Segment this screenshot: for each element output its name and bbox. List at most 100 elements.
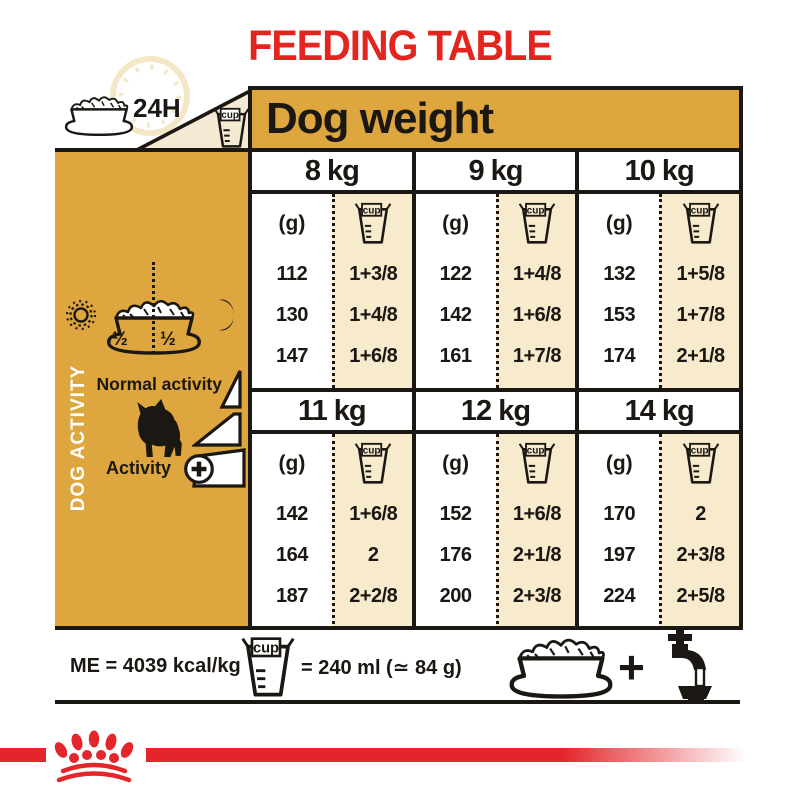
- svg-text:cup: cup: [690, 205, 708, 216]
- cups-value: 1+7/8: [676, 304, 726, 326]
- measuring-cup-icon: cup: [518, 202, 556, 244]
- half-ration-label: ½: [112, 329, 128, 350]
- weight-column: 11 kg (g) 142 164 187 cup 1+6/8 2 2+2/8: [252, 392, 416, 630]
- divider-line: [55, 700, 740, 704]
- cup-equivalence-label: = 240 ml (≃ 84 g): [301, 657, 462, 679]
- column-body: (g) 170 197 224 cup 2 2+3/8 2+5/8: [579, 434, 740, 630]
- grams-value: 170: [603, 503, 636, 525]
- cup-unit-header: cup: [682, 434, 720, 494]
- grams-unit-label: (g): [278, 452, 306, 475]
- cups-value: 2+5/8: [676, 585, 726, 607]
- cup-unit-header: cup: [682, 194, 720, 254]
- weight-column: 9 kg (g) 122 142 161 cup 1+4/8 1+6/8 1+7/8: [415, 152, 580, 388]
- dog-weight-label: Dog weight: [266, 94, 494, 143]
- measuring-cup-icon: cup: [682, 202, 719, 244]
- clock-icon: [110, 56, 190, 136]
- food-bowl-icon: [500, 638, 622, 700]
- grams-unit-label: (g): [442, 212, 469, 235]
- grams-value: 122: [439, 263, 472, 285]
- sun-icon: [65, 299, 97, 331]
- cups-subcolumn: cup 1+6/8 2 2+2/8: [331, 434, 412, 630]
- cups-subcolumn: cup 1+4/8 1+6/8 1+7/8: [495, 194, 576, 388]
- cups-value: 1+6/8: [512, 503, 562, 525]
- grams-unit-header: (g): [279, 194, 306, 254]
- svg-text:cup: cup: [527, 445, 545, 456]
- measuring-cup-icon: cup: [354, 442, 392, 484]
- normal-activity-label: Normal activity: [96, 374, 222, 394]
- cups-value: 1+6/8: [349, 503, 398, 525]
- measuring-cup-icon: cup: [354, 202, 392, 244]
- metabolizable-energy-label: ME = 4039 kcal/kg: [70, 655, 241, 677]
- plus-sign: +: [618, 641, 645, 693]
- weight-column: 8 kg (g) 112 130 147 cup 1+3/8 1+4/8 1+6/8: [252, 152, 416, 388]
- weight-section-bottom: 11 kg (g) 142 164 187 cup 1+6/8 2 2+2/8 12 kg (g…: [252, 392, 740, 630]
- weight-header: 8 kg: [252, 152, 412, 194]
- grams-unit-header: (g): [279, 434, 306, 494]
- cups-value: 2+1/8: [676, 345, 726, 367]
- grams-unit-header: (g): [606, 434, 633, 494]
- weight-header: 12 kg: [415, 392, 576, 434]
- cups-value: 1+5/8: [676, 263, 726, 285]
- grams-value: 200: [439, 585, 472, 607]
- food-bowl-icon: [64, 96, 134, 137]
- measuring-cup-icon: cup: [213, 107, 250, 148]
- moon-icon: [219, 299, 235, 331]
- svg-text:cup: cup: [690, 445, 708, 456]
- cup-unit-header: cup: [354, 434, 392, 494]
- svg-text:cup: cup: [363, 445, 381, 456]
- brand-stripe: [146, 748, 758, 762]
- weight-column: 14 kg (g) 170 197 224 cup 2 2+3/8 2+5/8: [579, 392, 740, 630]
- cups-value: 1+3/8: [349, 263, 398, 285]
- grams-subcolumn: (g) 132 153 174: [579, 194, 659, 388]
- feeding-table-grid: 8 kg (g) 112 130 147 cup 1+3/8 1+4/8 1+6/8 9 kg…: [248, 152, 743, 630]
- divider-line: [55, 626, 743, 630]
- cups-value: 1+6/8: [512, 304, 562, 326]
- daily-ration-label: 24H: [133, 93, 181, 123]
- divider-line: [55, 148, 252, 152]
- grams-value: 132: [603, 263, 636, 285]
- grams-unit-label: (g): [442, 452, 469, 475]
- half-split-dotted-line: [152, 262, 155, 354]
- svg-text:cup: cup: [253, 641, 279, 657]
- svg-text:cup: cup: [221, 110, 239, 121]
- faucet-icon: [668, 630, 712, 702]
- svg-text:cup: cup: [363, 205, 381, 216]
- cups-value: 1+7/8: [512, 345, 562, 367]
- cups-value: 2+3/8: [676, 544, 726, 566]
- cups-value: 2+2/8: [349, 585, 398, 607]
- grams-value: 164: [275, 544, 308, 566]
- cup-unit-header: cup: [518, 434, 556, 494]
- dog-activity-sidebar: [55, 152, 248, 630]
- measuring-cup-icon: cup: [518, 442, 556, 484]
- cups-value: 1+4/8: [512, 263, 562, 285]
- grams-value: 142: [439, 304, 472, 326]
- grams-value: 142: [275, 503, 308, 525]
- cups-value: 2: [695, 503, 706, 525]
- grams-value: 187: [275, 585, 308, 607]
- grams-value: 197: [603, 544, 636, 566]
- grams-value: 147: [275, 345, 308, 367]
- column-body: (g) 112 130 147 cup 1+3/8 1+4/8 1+6/8: [252, 194, 412, 388]
- paw-crown-logo: [54, 730, 134, 783]
- page-title: FEEDING TABLE: [248, 22, 553, 70]
- cups-value: 1+6/8: [349, 345, 398, 367]
- column-body: (g) 142 164 187 cup 1+6/8 2 2+2/8: [252, 434, 412, 630]
- grams-unit-label: (g): [605, 212, 633, 235]
- svg-text:cup: cup: [527, 205, 545, 216]
- grams-value: 152: [439, 503, 472, 525]
- measuring-cup-icon: cup: [682, 442, 719, 484]
- weight-header: 10 kg: [579, 152, 740, 194]
- cups-value: 1+4/8: [349, 304, 398, 326]
- cups-value: 2: [367, 544, 379, 566]
- cups-value: 2+3/8: [512, 585, 562, 607]
- grams-unit-header: (g): [442, 194, 469, 254]
- grams-subcolumn: (g) 122 142 161: [416, 194, 496, 388]
- grams-subcolumn: (g) 152 176 200: [416, 434, 496, 630]
- grams-value: 161: [439, 345, 472, 367]
- brand-stripe: [0, 748, 46, 762]
- cups-subcolumn: cup 1+6/8 2+1/8 2+3/8: [495, 434, 576, 630]
- weight-header: 14 kg: [579, 392, 740, 434]
- grams-unit-label: (g): [278, 212, 306, 235]
- grams-unit-header: (g): [442, 434, 469, 494]
